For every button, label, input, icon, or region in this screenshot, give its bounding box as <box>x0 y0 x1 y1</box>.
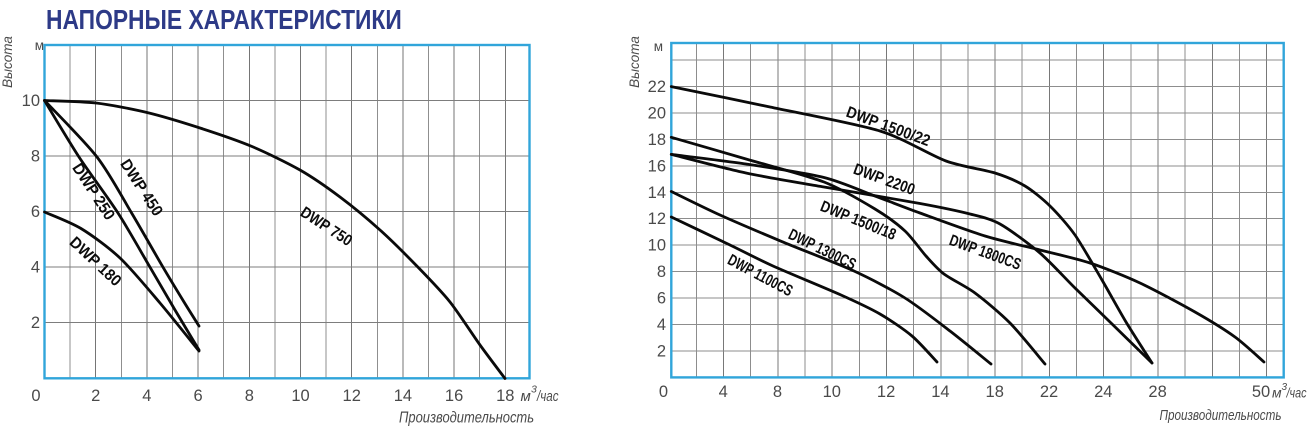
svg-text:14: 14 <box>931 383 949 401</box>
svg-text:22: 22 <box>1040 383 1058 401</box>
svg-text:4: 4 <box>142 387 151 405</box>
svg-text:8: 8 <box>31 148 40 166</box>
svg-text:DWP 180: DWP 180 <box>66 234 124 290</box>
svg-text:DWP 1300CS: DWP 1300CS <box>785 226 858 273</box>
svg-text:/час: /час <box>536 388 559 405</box>
svg-text:8: 8 <box>773 383 782 401</box>
svg-text:м: м <box>654 39 663 54</box>
svg-text:10: 10 <box>648 237 666 255</box>
svg-text:10: 10 <box>22 92 40 110</box>
svg-text:8: 8 <box>657 263 666 281</box>
svg-text:DWP 250: DWP 250 <box>68 161 117 224</box>
svg-text:4: 4 <box>719 383 728 401</box>
svg-text:14: 14 <box>648 184 666 202</box>
svg-text:14: 14 <box>394 387 412 405</box>
svg-text:24: 24 <box>1094 383 1112 401</box>
svg-text:Производительность: Производительность <box>399 410 534 427</box>
svg-text:10: 10 <box>823 383 841 401</box>
svg-text:2: 2 <box>91 387 100 405</box>
svg-text:м: м <box>521 388 531 405</box>
svg-text:2: 2 <box>657 342 666 360</box>
svg-text:28: 28 <box>1148 383 1166 401</box>
svg-text:12: 12 <box>877 383 895 401</box>
svg-text:10: 10 <box>291 387 309 405</box>
svg-text:3: 3 <box>531 384 537 396</box>
svg-text:8: 8 <box>245 387 254 405</box>
svg-text:3: 3 <box>1282 382 1288 393</box>
svg-text:50: 50 <box>1252 383 1270 401</box>
svg-text:18: 18 <box>496 387 514 405</box>
svg-text:4: 4 <box>31 259 40 277</box>
svg-text:4: 4 <box>657 316 666 334</box>
svg-text:6: 6 <box>194 387 203 405</box>
svg-text:12: 12 <box>343 387 361 405</box>
svg-text:16: 16 <box>648 157 666 175</box>
svg-text:6: 6 <box>31 203 40 221</box>
svg-text:Производительность: Производительность <box>1160 407 1282 424</box>
svg-text:6: 6 <box>657 290 666 308</box>
svg-text:м: м <box>1272 385 1282 401</box>
svg-text:0: 0 <box>31 387 40 405</box>
svg-text:м: м <box>35 38 44 53</box>
svg-text:18: 18 <box>986 383 1004 401</box>
svg-text:22: 22 <box>648 78 666 96</box>
svg-text:DWP 1800CS: DWP 1800CS <box>947 232 1024 274</box>
svg-text:DWP 1500/22: DWP 1500/22 <box>844 104 933 150</box>
svg-text:Высота: Высота <box>627 36 642 88</box>
svg-text:Высота: Высота <box>0 36 15 88</box>
svg-text:DWP 450: DWP 450 <box>116 157 165 220</box>
svg-text:16: 16 <box>445 387 463 405</box>
svg-text:12: 12 <box>648 210 666 228</box>
svg-text:2: 2 <box>31 314 40 332</box>
svg-text:18: 18 <box>648 131 666 149</box>
svg-text:20: 20 <box>648 104 666 122</box>
svg-text:/час: /час <box>1286 385 1307 401</box>
svg-text:0: 0 <box>659 383 668 401</box>
